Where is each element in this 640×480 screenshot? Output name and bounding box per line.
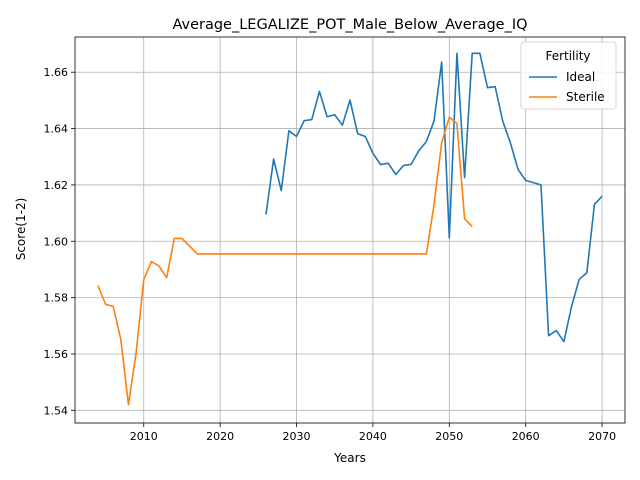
legend-title: Fertility [545, 49, 590, 63]
y-tick-label: 1.64 [44, 123, 69, 136]
chart-title: Average_LEGALIZE_POT_Male_Below_Average_… [172, 17, 527, 33]
y-axis-label: Score(1-2) [14, 198, 28, 261]
legend-label-ideal: Ideal [566, 70, 595, 84]
plot-area-frame [74, 36, 626, 424]
x-tick-label: 2070 [588, 430, 616, 443]
x-tick-label: 2050 [435, 430, 463, 443]
axis-ticks: 2010 2020 2030 2040 2050 2060 2070 1.54 1.56 1.58… [44, 66, 617, 443]
y-tick-label: 1.58 [44, 292, 69, 305]
x-axis-label: Years [333, 451, 366, 465]
y-tick-label: 1.56 [44, 348, 69, 361]
series-line-ideal [265, 52, 603, 343]
legend-box [520, 41, 617, 110]
series-line-sterile [97, 116, 473, 406]
y-tick-label: 1.66 [44, 66, 69, 79]
x-tick-label: 2030 [283, 430, 311, 443]
x-tick-label: 2060 [512, 430, 540, 443]
legend-label-sterile: Sterile [566, 90, 605, 104]
y-tick-label: 1.54 [44, 404, 69, 417]
y-tick-label: 1.60 [44, 235, 69, 248]
x-tick-label: 2010 [130, 430, 158, 443]
x-tick-label: 2020 [206, 430, 234, 443]
x-tick-label: 2040 [359, 430, 387, 443]
series-lines [97, 52, 603, 406]
legend: Fertility Ideal Sterile [520, 41, 617, 110]
y-tick-label: 1.62 [44, 179, 69, 192]
